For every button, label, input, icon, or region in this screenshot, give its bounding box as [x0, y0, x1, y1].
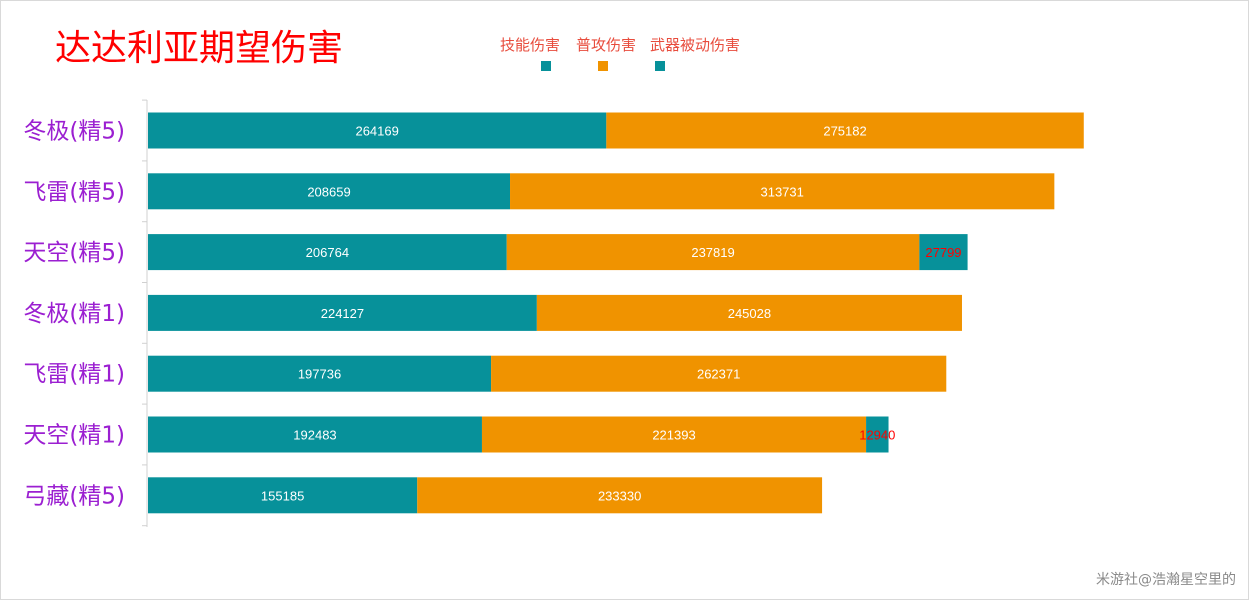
- legend-swatch-2: [655, 61, 665, 71]
- legend-label-2: 武器被动伤害: [650, 36, 740, 54]
- bar-segment-0: [148, 477, 418, 514]
- data-label: 313731: [760, 184, 803, 199]
- category-label: 天空(精5): [23, 240, 125, 266]
- bars: [148, 112, 1084, 514]
- legend-swatch-1: [598, 61, 608, 71]
- data-label: 12940: [859, 428, 895, 443]
- data-label: 206764: [306, 245, 349, 260]
- legend-label-0: 技能伤害: [500, 36, 560, 54]
- data-label: 192483: [293, 428, 336, 443]
- category-label: 弓藏(精5): [23, 483, 125, 509]
- data-label: 155185: [261, 488, 304, 503]
- data-label: 275182: [823, 124, 866, 139]
- legend-swatch-0: [541, 61, 551, 71]
- bar-segment-1: [481, 416, 867, 453]
- data-label: 208659: [307, 184, 350, 199]
- chart-title: 达达利亚期望伤害: [55, 28, 343, 69]
- data-label: 237819: [691, 245, 734, 260]
- data-labels: 264169 275182 208659 313731 206764 237819 2779…: [261, 124, 962, 504]
- category-labels: 冬极(精5) 飞雷(精5) 天空(精5) 冬极(精1) 飞雷(精1) 天空(精1) 弓藏(精…: [23, 119, 125, 510]
- category-label: 天空(精1): [23, 423, 125, 449]
- bar-segment-0: [148, 294, 537, 331]
- bar-segment-0: [148, 355, 492, 392]
- category-label: 冬极(精5): [23, 119, 125, 145]
- data-label: 262371: [697, 367, 740, 382]
- category-label: 飞雷(精5): [23, 179, 125, 205]
- bar-segment-1: [506, 234, 920, 271]
- bar-segment-0: [148, 112, 607, 149]
- bar-segment-0: [148, 234, 507, 271]
- data-label: 264169: [355, 124, 398, 139]
- data-label: 224127: [321, 306, 364, 321]
- bar-segment-2: [866, 416, 889, 453]
- data-label: 245028: [728, 306, 771, 321]
- watermark: 米游社@浩瀚星空里的: [1096, 572, 1236, 588]
- data-label: 27799: [925, 245, 961, 260]
- bar-segment-1: [510, 173, 1055, 210]
- y-axis-ticks: [142, 99, 147, 527]
- data-label: 233330: [598, 488, 641, 503]
- bar-segment-2: [919, 234, 968, 271]
- bar-segment-1: [536, 294, 962, 331]
- category-label: 冬极(精1): [23, 301, 125, 327]
- bar-segment-0: [148, 173, 511, 210]
- data-label: 197736: [298, 367, 341, 382]
- legend: 技能伤害 普攻伤害 武器被动伤害: [500, 36, 740, 71]
- bar-segment-1: [417, 477, 823, 514]
- bar-segment-1: [606, 112, 1084, 149]
- bar-segment-0: [148, 416, 482, 453]
- bar-segment-1: [491, 355, 947, 392]
- legend-label-1: 普攻伤害: [576, 36, 636, 54]
- category-label: 飞雷(精1): [23, 362, 125, 388]
- data-label: 221393: [652, 428, 695, 443]
